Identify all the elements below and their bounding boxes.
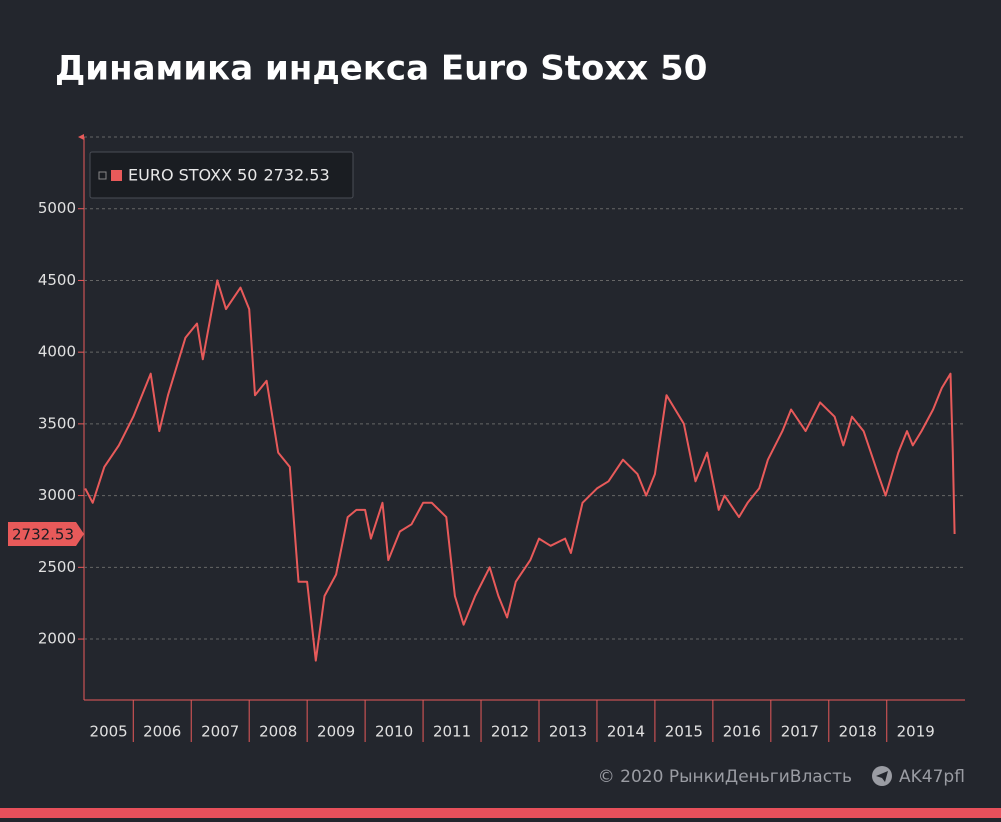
legend-name: EURO STOXX 50: [128, 166, 257, 185]
y-tick-label: 5000: [38, 199, 76, 217]
footer-handle: AK47pfl: [899, 767, 965, 787]
x-tick-label: 2017: [781, 723, 819, 741]
x-tick-label: 2019: [897, 723, 935, 741]
legend: [89, 151, 354, 199]
y-tick-label: 3000: [38, 486, 76, 504]
price-tag: [8, 521, 84, 546]
y-tick-label: 2000: [38, 630, 76, 648]
x-tick-label: 2006: [143, 723, 181, 741]
x-tick-label: 2007: [201, 723, 239, 741]
x-tick-label: 2009: [317, 723, 355, 741]
x-tick-label: 2013: [549, 723, 587, 741]
price-tag-label: 2732.53: [12, 525, 74, 543]
legend-value: 2732.53: [263, 166, 329, 185]
chart-title: Динамика индекса Euro Stoxx 50: [55, 49, 707, 89]
plot: 2000 2500 3000 3500 4000 4500 5000 2005 2006 2007…: [8, 199, 965, 742]
x-tick-label: 2011: [433, 723, 471, 741]
x-tick-label: 2018: [839, 723, 877, 741]
legend-swatch: [111, 170, 122, 181]
y-tick-label: 2500: [38, 558, 76, 576]
bottom-bar: [0, 808, 1001, 818]
y-tick-label: 3500: [38, 414, 76, 432]
x-tick-label: 2016: [723, 723, 761, 741]
x-tick-label: 2015: [665, 723, 703, 741]
y-tick-label: 4500: [38, 271, 76, 289]
telegram-plane: [876, 771, 888, 782]
y-tick-label: 4000: [38, 343, 76, 361]
x-tick-label: 2005: [90, 723, 128, 741]
y-axis-arrow: [78, 134, 84, 140]
legend-toggle[interactable]: [98, 171, 107, 180]
x-tick-label: 2010: [375, 723, 413, 741]
x-tick-label: 2014: [607, 723, 645, 741]
x-tick-label: 2008: [259, 723, 297, 741]
footer: © 2020 РынкиДеньгиВласть: [598, 767, 852, 787]
x-tick-label: 2012: [491, 723, 529, 741]
line: [84, 279, 956, 662]
